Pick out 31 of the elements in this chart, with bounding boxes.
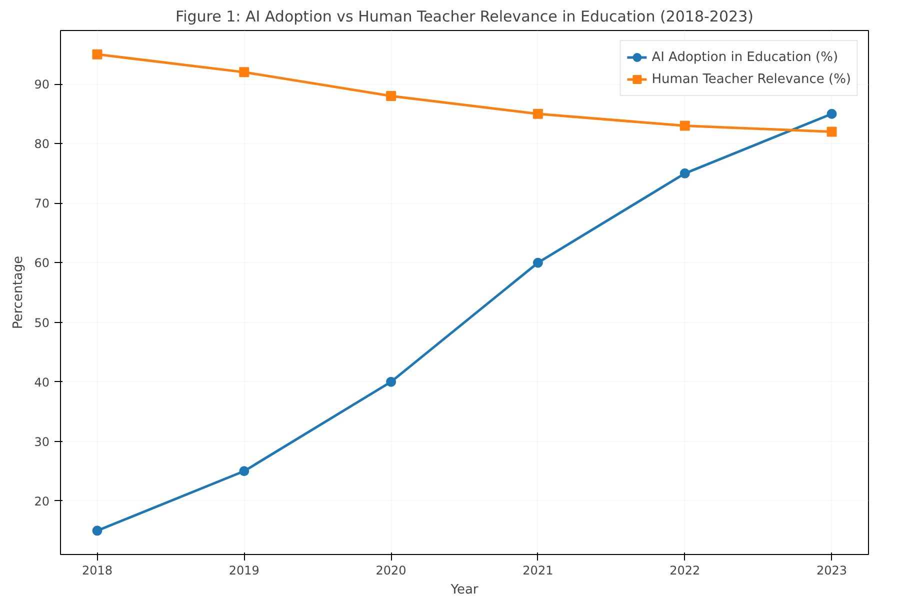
point bbox=[386, 91, 396, 101]
point bbox=[532, 108, 543, 119]
y-axis-title: Percentage bbox=[11, 256, 26, 330]
point bbox=[92, 49, 102, 60]
point bbox=[92, 526, 102, 536]
y-tick-label: 60 bbox=[34, 256, 50, 270]
x-tick-label: 2022 bbox=[670, 564, 700, 578]
y-tick-label: 90 bbox=[34, 78, 50, 92]
point bbox=[239, 466, 250, 476]
y-tick-label: 20 bbox=[34, 494, 50, 508]
point bbox=[239, 67, 250, 78]
x-tick-label: 2018 bbox=[82, 564, 113, 578]
y-tick-label: 70 bbox=[34, 196, 50, 211]
y-tick-label: 40 bbox=[34, 375, 50, 390]
legend-label: AI Adoption in Education (%) bbox=[652, 50, 838, 64]
x-tick-label: 2019 bbox=[228, 564, 260, 578]
point bbox=[386, 376, 396, 387]
point bbox=[826, 108, 837, 119]
x-tick-label: 2021 bbox=[522, 564, 554, 578]
point bbox=[826, 126, 837, 137]
point bbox=[680, 120, 690, 131]
point bbox=[532, 258, 543, 268]
x-tick-label: 2023 bbox=[816, 564, 848, 578]
y-tick-label: 50 bbox=[34, 316, 50, 330]
y-tick-label: 30 bbox=[34, 434, 50, 449]
legend-label: Human Teacher Relevance (%) bbox=[652, 72, 851, 86]
x-axis-title: Year bbox=[450, 582, 479, 598]
point bbox=[680, 168, 690, 178]
x-tick-label: 2020 bbox=[376, 564, 406, 578]
y-tick-label: 80 bbox=[34, 137, 50, 152]
chart-title: Figure 1: AI Adoption vs Human Teacher Relevance in Education (2018-2023) bbox=[176, 8, 754, 26]
